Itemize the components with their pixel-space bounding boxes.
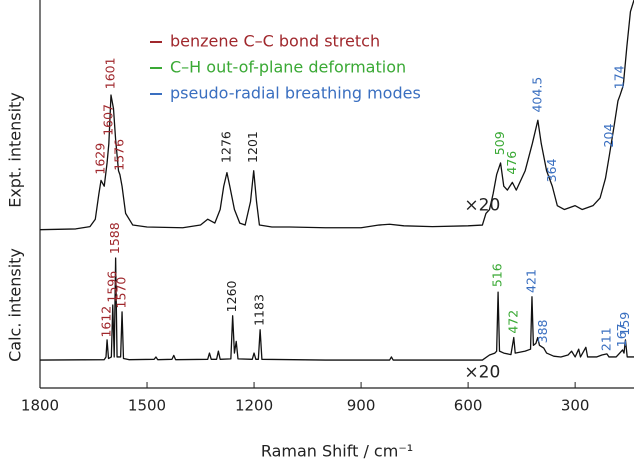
peak-label: 174 — [612, 65, 627, 89]
x-tick-label: 300 — [561, 397, 590, 415]
legend-text: C–H out-of-plane deformation — [170, 58, 406, 77]
peak-label: 421 — [523, 269, 538, 293]
peak-label: 1276 — [218, 131, 233, 163]
legend-text: benzene C–C bond stretch — [170, 32, 380, 51]
peak-label: 1629 — [93, 143, 108, 175]
x-tick-label: 900 — [347, 397, 376, 415]
peak-label: 1183 — [252, 294, 267, 326]
spectrum-line — [39, 257, 634, 361]
peak-label: 1260 — [224, 280, 239, 312]
peak-label: 364 — [544, 158, 559, 182]
y-axis-title: Calc. intensity — [6, 248, 25, 362]
peak-label: 211 — [598, 327, 613, 351]
x-tick-label: 1200 — [235, 397, 273, 415]
peak-label: 516 — [490, 263, 505, 287]
scale-factor: ×20 — [464, 362, 500, 382]
peak-label: 204 — [601, 124, 616, 148]
peak-label: 509 — [492, 131, 507, 155]
x-tick-label: 1800 — [21, 397, 59, 415]
peak-label: 159 — [617, 312, 632, 336]
y-axis-title: Expt. intensity — [6, 92, 25, 208]
x-tick-label: 1500 — [128, 397, 166, 415]
peak-label: 1570 — [114, 277, 129, 309]
peak-label: 388 — [535, 319, 550, 343]
scale-factor: ×20 — [464, 196, 500, 216]
peak-label: 1601 — [102, 57, 117, 89]
x-tick-label: 600 — [454, 397, 483, 415]
peak-label: 1588 — [107, 222, 122, 254]
peak-label: 1607 — [100, 104, 115, 136]
peak-label: 476 — [504, 151, 519, 175]
peak-label: 167 — [614, 323, 629, 347]
peak-label: 404.5 — [529, 77, 544, 113]
peak-label: 1576 — [111, 139, 126, 171]
x-axis-title: Raman Shift / cm⁻¹ — [261, 442, 413, 461]
peak-label: 472 — [505, 310, 520, 334]
peak-label: 1596 — [104, 271, 119, 303]
legend-text: pseudo-radial breathing modes — [170, 84, 421, 103]
peak-label: 1201 — [245, 131, 260, 163]
peak-label: 1612 — [99, 306, 114, 338]
spectrum-line — [39, 0, 634, 231]
